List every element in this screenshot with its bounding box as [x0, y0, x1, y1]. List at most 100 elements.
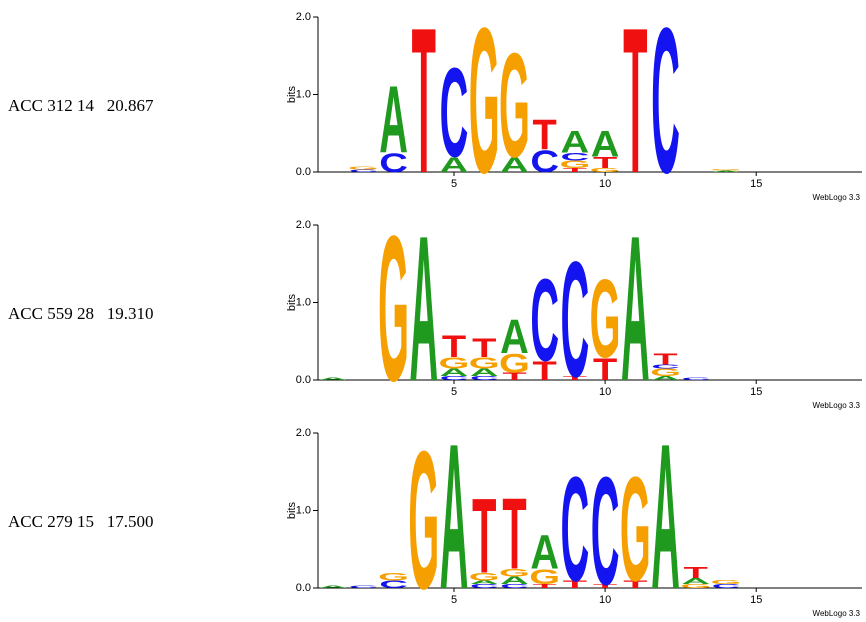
x-tick-label: 10	[599, 178, 611, 190]
credit: WebLogo 3.3	[813, 193, 861, 202]
logo-letter: G	[590, 255, 621, 380]
logo-letter: T	[472, 477, 496, 596]
logo-letter: C	[440, 375, 469, 381]
logo-letter: A	[651, 400, 680, 622]
logo-letter: T	[442, 328, 466, 364]
logo-letter: G	[378, 192, 409, 424]
logo-letter: T	[653, 351, 678, 368]
y-axis-label: bits	[286, 293, 298, 311]
logo-letter: C	[440, 42, 469, 185]
logo-letter: C	[561, 151, 590, 163]
logo-letter: C	[651, 0, 680, 216]
logo-letter: G	[408, 412, 439, 622]
logo-letter: A	[470, 367, 499, 379]
logo-letter: C	[470, 375, 499, 381]
logo-letter: T	[684, 564, 709, 581]
logo-letter: A	[500, 575, 529, 587]
logo-letter: C	[500, 583, 529, 589]
logo-letter: T	[502, 371, 527, 383]
logo-letter: G	[439, 355, 470, 372]
logo-letter: C	[681, 377, 710, 381]
x-tick-label: 15	[750, 178, 762, 190]
row-label: ACC 559 28 19.310	[8, 304, 153, 323]
logo-letter: G	[378, 571, 409, 583]
y-tick-label: 1.0	[296, 88, 311, 100]
logo-letter: A	[319, 377, 348, 381]
logo-letter: T	[412, 0, 436, 216]
logo-letter: T	[502, 479, 526, 591]
y-tick-label: 0.0	[296, 582, 311, 594]
x-tick-label: 15	[750, 386, 762, 398]
logo-letter: C	[561, 446, 590, 613]
logo-letter: G	[469, 355, 500, 372]
y-tick-label: 2.0	[296, 11, 311, 23]
logo-letter: G	[469, 571, 500, 583]
logo-letter: G	[499, 349, 530, 379]
logo-letter: A	[530, 526, 559, 579]
logo-letter: A	[470, 579, 499, 585]
x-tick-label: 5	[451, 178, 457, 190]
logo-letter: T	[533, 583, 557, 589]
row-label: ACC 279 15 17.500	[8, 512, 153, 531]
y-tick-label: 0.0	[296, 374, 311, 386]
logo-letter: T	[533, 111, 557, 159]
logo-letter: A	[440, 153, 469, 177]
y-axis-label: bits	[286, 85, 298, 103]
logo-letter: G	[499, 567, 530, 579]
logo-letter: A	[440, 400, 469, 622]
logo-letter: C	[591, 444, 620, 617]
logo-letter: T	[623, 0, 647, 216]
logo-letter: A	[561, 123, 590, 159]
logo-letter: T	[563, 579, 588, 591]
y-tick-label: 0.0	[296, 166, 311, 178]
logo-letter: T	[623, 579, 648, 591]
logo-letter: C	[379, 148, 408, 178]
logo-letter: A	[440, 367, 469, 379]
logo-letter: C	[651, 364, 680, 370]
logo-letter: C	[349, 169, 378, 173]
credit: WebLogo 3.3	[813, 401, 861, 410]
logo-letter: T	[563, 167, 587, 173]
logo-letter: A	[409, 192, 438, 424]
y-tick-label: 2.0	[296, 427, 311, 439]
logo-letter: A	[621, 192, 650, 424]
y-axis-label: bits	[286, 501, 298, 519]
logo-letter: C	[561, 229, 590, 412]
logo-letter: T	[593, 583, 617, 589]
y-tick-label: 1.0	[296, 296, 311, 308]
logo-letter: A	[500, 153, 529, 177]
logo-letter: T	[472, 333, 497, 363]
logo-letter: A	[591, 124, 620, 166]
logo-letter: C	[379, 579, 408, 591]
logo-letter: G	[529, 565, 560, 589]
logo-letter: G	[499, 23, 530, 190]
logo-letter: A	[681, 577, 710, 586]
x-tick-label: 10	[599, 386, 611, 398]
logo-letter: G	[590, 167, 621, 173]
logo-letter: A	[712, 170, 741, 172]
logo-letter: C	[530, 255, 559, 386]
logo-letter: G	[469, 0, 500, 216]
logo-letter: A	[319, 585, 348, 589]
credit: WebLogo 3.3	[813, 609, 861, 618]
logo-letter: A	[379, 66, 408, 173]
x-tick-label: 10	[599, 594, 611, 606]
logo-letter: G	[559, 159, 590, 171]
logo-letter: G	[650, 367, 681, 379]
logo-letter: A	[500, 310, 529, 363]
logo-letter: G	[348, 166, 379, 171]
logo-letter: G	[711, 579, 742, 585]
logo-letter: G	[680, 583, 711, 589]
x-tick-label: 15	[750, 594, 762, 606]
logo-letter: T	[563, 375, 587, 381]
logo-letter: C	[349, 585, 378, 589]
logo-letter: T	[593, 154, 618, 171]
y-tick-label: 1.0	[296, 504, 311, 516]
logo-letter: G	[620, 446, 651, 613]
logo-letter: T	[593, 351, 617, 387]
x-tick-label: 5	[451, 386, 457, 398]
logo-letter: G	[711, 169, 742, 171]
x-tick-label: 5	[451, 594, 457, 606]
y-tick-label: 2.0	[296, 219, 311, 231]
